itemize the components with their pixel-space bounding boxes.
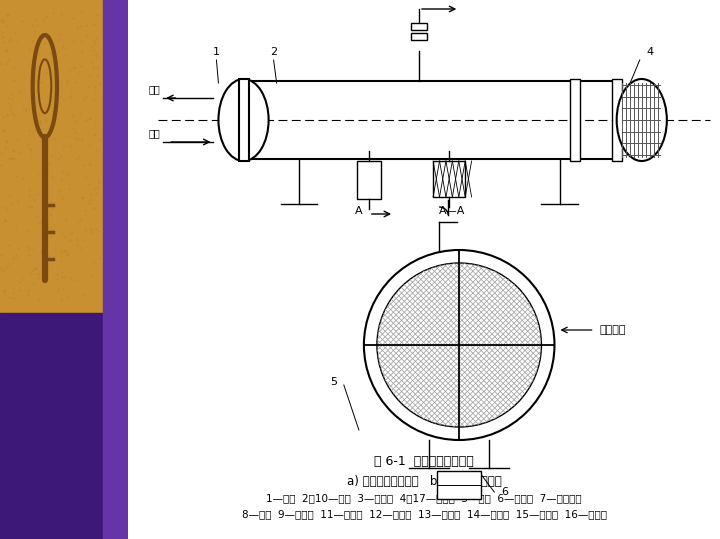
Text: 1—端盖  2、10—壳体  3—进气管  4、17—传热管  5—支架  6—出液管  7—放空气管: 1—端盖 2、10—壳体 3—进气管 4、17—传热管 5—支架 6—出液管 7… [266, 493, 582, 503]
Bar [357, 161, 381, 199]
Text: 5: 5 [330, 377, 337, 387]
Text: 图 6-1  壳管式冷凝器结构: 图 6-1 壳管式冷凝器结构 [374, 455, 474, 468]
Text: 3: 3 [421, 0, 428, 1]
Text: a) 卧式壳管式冷凝器   b) 立式壳管式冷凝器: a) 卧式壳管式冷凝器 b) 立式壳管式冷凝器 [347, 475, 501, 488]
Bar [437, 471, 481, 499]
Bar [411, 23, 427, 30]
Text: 6: 6 [501, 487, 508, 497]
Bar [612, 79, 621, 161]
Bar [433, 161, 465, 197]
Bar [102, 0, 128, 539]
Text: A—A: A—A [439, 206, 466, 216]
Bar [570, 79, 580, 161]
Bar [0, 0, 128, 313]
Bar [411, 33, 427, 40]
Circle shape [364, 250, 554, 440]
Text: 水进: 水进 [148, 128, 161, 138]
Bar [238, 79, 248, 161]
Circle shape [377, 263, 541, 427]
Ellipse shape [218, 79, 269, 161]
Text: A: A [355, 206, 363, 216]
Ellipse shape [616, 79, 667, 161]
Text: 排管方式: 排管方式 [600, 325, 626, 335]
Text: 1: 1 [213, 47, 220, 57]
Text: 4: 4 [647, 47, 653, 57]
Bar [0, 313, 128, 539]
Text: 2: 2 [270, 47, 277, 57]
Text: 水出: 水出 [148, 84, 161, 94]
Text: 8—水槽  9—安全阀  11—平衡管  12—混合管  13—收油阀  14—电磁阀  15—压力表  16—进气阀: 8—水槽 9—安全阀 11—平衡管 12—混合管 13—收油阀 14—电磁阀 1… [242, 509, 606, 519]
